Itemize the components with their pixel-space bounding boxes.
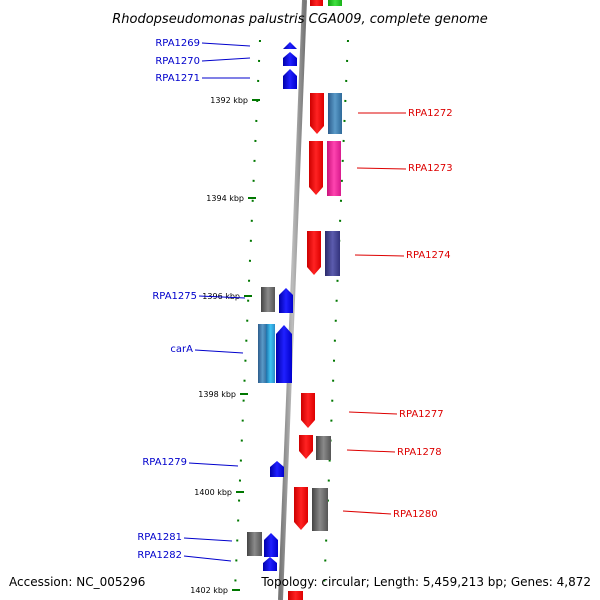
gene-cara[interactable] bbox=[276, 325, 292, 383]
gene-label-rpa1273[interactable]: RPA1273 bbox=[408, 163, 453, 174]
gene-cara-steel[interactable] bbox=[258, 324, 267, 383]
gene-rpa1281[interactable] bbox=[264, 533, 278, 557]
gene-label-rpa1274[interactable]: RPA1274 bbox=[406, 250, 451, 261]
gene-rpa1275-gray[interactable] bbox=[261, 287, 275, 312]
gene-leader-line bbox=[194, 349, 244, 354]
gene-leader-line bbox=[183, 555, 232, 562]
gene-label-rpa1275[interactable]: RPA1275 bbox=[152, 291, 197, 302]
gene-label-cara[interactable]: carA bbox=[170, 344, 193, 355]
gene-leader-line bbox=[346, 449, 396, 453]
gene-leader-line bbox=[201, 57, 251, 62]
map-title: Rhodopseudomonas palustris CGA009, compl… bbox=[112, 12, 488, 27]
accession-text: Accession: NC_005296 bbox=[9, 575, 145, 589]
gene-rpa1279[interactable] bbox=[270, 461, 284, 477]
gene-rpa1282[interactable] bbox=[263, 557, 277, 571]
gene-rpa1278-gray[interactable] bbox=[316, 436, 331, 460]
gene-rpa1280[interactable] bbox=[294, 487, 308, 530]
gene-rpa1274[interactable] bbox=[307, 231, 321, 275]
scale-tick-label: 1394 kbp bbox=[206, 194, 244, 203]
gene-rpa1273-pink[interactable] bbox=[327, 141, 341, 196]
gene-partial-bottom[interactable] bbox=[288, 591, 303, 600]
gene-leader-line bbox=[183, 537, 233, 542]
gene-glyphs bbox=[247, 0, 342, 600]
gene-leader-line bbox=[198, 295, 246, 299]
track-guide bbox=[234, 39, 261, 591]
gene-label-rpa1280[interactable]: RPA1280 bbox=[393, 509, 438, 520]
gene-rpa1277[interactable] bbox=[301, 393, 315, 428]
gene-label-rpa1270[interactable]: RPA1270 bbox=[155, 56, 200, 67]
gene-rpa1273[interactable] bbox=[309, 141, 323, 195]
gene-leader-line bbox=[348, 411, 398, 415]
gene-leader-line bbox=[356, 167, 407, 170]
gene-leader-line bbox=[201, 42, 251, 47]
gene-label-rpa1277[interactable]: RPA1277 bbox=[399, 409, 444, 420]
gene-rpa1281-gray[interactable] bbox=[247, 532, 262, 556]
gene-rpa1272[interactable] bbox=[310, 93, 324, 134]
gene-label-rpa1272[interactable]: RPA1272 bbox=[408, 108, 453, 119]
gene-rpa1275[interactable] bbox=[279, 288, 293, 313]
gene-cara-cyan[interactable] bbox=[266, 324, 275, 383]
gene-rpa1269[interactable] bbox=[283, 42, 297, 49]
gene-label-rpa1279[interactable]: RPA1279 bbox=[142, 457, 187, 468]
gene-labels: RPA1269 RPA1270 RPA1271 RPA1275 carA RPA1279 R… bbox=[137, 38, 453, 562]
gene-rpa1280-gray[interactable] bbox=[312, 488, 328, 531]
gene-label-rpa1269[interactable]: RPA1269 bbox=[155, 38, 200, 49]
gene-label-rpa1271[interactable]: RPA1271 bbox=[155, 73, 200, 84]
gene-label-rpa1282[interactable]: RPA1282 bbox=[137, 550, 182, 561]
scale-tick-label: 1392 kbp bbox=[210, 96, 248, 105]
gene-rpa1274-purple[interactable] bbox=[325, 231, 340, 276]
topology-text: Topology: circular; Length: 5,459,213 bp… bbox=[260, 575, 591, 589]
gene-rpa1272-steel[interactable] bbox=[328, 93, 342, 134]
gene-leader-line bbox=[342, 510, 392, 515]
scale-tick-label: 1398 kbp bbox=[198, 390, 236, 399]
scale-tick-label: 1400 kbp bbox=[194, 488, 232, 497]
gene-label-rpa1278[interactable]: RPA1278 bbox=[397, 447, 442, 458]
gene-partial-green[interactable] bbox=[328, 0, 342, 6]
gene-partial-red[interactable] bbox=[310, 0, 323, 6]
gene-label-rpa1281[interactable]: RPA1281 bbox=[137, 532, 182, 543]
gene-rpa1271[interactable] bbox=[283, 69, 297, 89]
gene-rpa1278[interactable] bbox=[299, 435, 313, 459]
scale-tick-label: 1402 kbp bbox=[190, 586, 228, 595]
gene-leader-line bbox=[354, 254, 405, 257]
gene-leader-line bbox=[188, 462, 239, 467]
gene-rpa1270[interactable] bbox=[283, 52, 297, 66]
